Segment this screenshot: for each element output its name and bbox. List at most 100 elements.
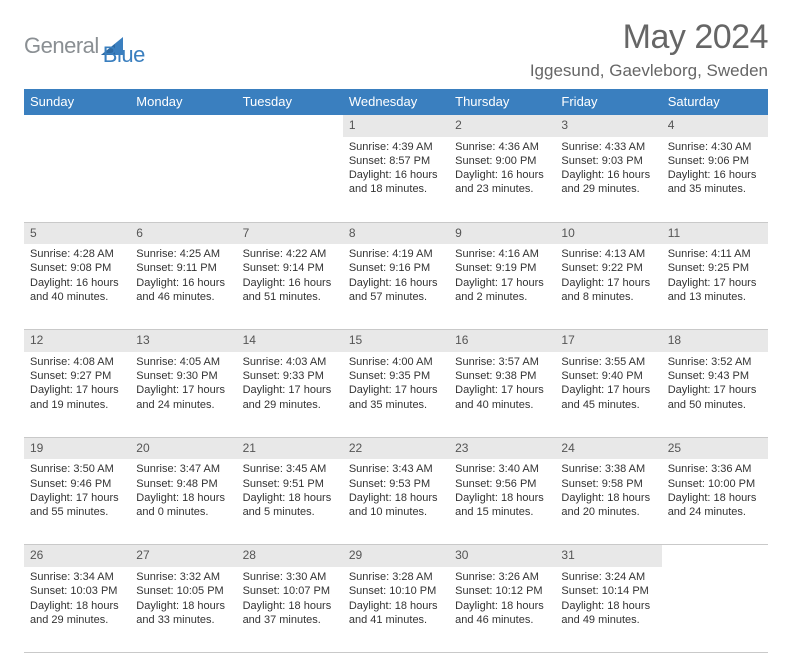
daylight-text-2: and 49 minutes.: [561, 613, 655, 627]
day-cell: [237, 137, 343, 223]
sunset-text: Sunset: 8:57 PM: [349, 154, 443, 168]
sunrise-text: Sunrise: 4:22 AM: [243, 247, 337, 261]
daylight-text-2: and 41 minutes.: [349, 613, 443, 627]
day-cell: Sunrise: 3:34 AMSunset: 10:03 PMDaylight…: [24, 567, 130, 653]
day-cell: Sunrise: 4:36 AMSunset: 9:00 PMDaylight:…: [449, 137, 555, 223]
sunset-text: Sunset: 10:03 PM: [30, 584, 124, 598]
weekday-header: Tuesday: [237, 89, 343, 115]
day-number-cell: 24: [555, 438, 661, 460]
daylight-text-2: and 35 minutes.: [349, 398, 443, 412]
daylight-text-2: and 50 minutes.: [668, 398, 762, 412]
day-cell: [24, 137, 130, 223]
sunset-text: Sunset: 9:40 PM: [561, 369, 655, 383]
day-data-row: Sunrise: 3:34 AMSunset: 10:03 PMDaylight…: [24, 567, 768, 653]
day-number-cell: 5: [24, 223, 130, 245]
sunrise-text: Sunrise: 3:24 AM: [561, 570, 655, 584]
calendar-table: Sunday Monday Tuesday Wednesday Thursday…: [24, 89, 768, 653]
day-number-cell: 29: [343, 545, 449, 567]
daylight-text-2: and 24 minutes.: [668, 505, 762, 519]
day-cell: Sunrise: 3:28 AMSunset: 10:10 PMDaylight…: [343, 567, 449, 653]
day-number-cell: 25: [662, 438, 768, 460]
daylight-text-1: Daylight: 18 hours: [349, 599, 443, 613]
sunset-text: Sunset: 10:00 PM: [668, 477, 762, 491]
daylight-text-2: and 57 minutes.: [349, 290, 443, 304]
daylight-text-1: Daylight: 18 hours: [668, 491, 762, 505]
sunset-text: Sunset: 9:33 PM: [243, 369, 337, 383]
sunset-text: Sunset: 9:35 PM: [349, 369, 443, 383]
daylight-text-1: Daylight: 16 hours: [349, 276, 443, 290]
day-number-cell: 30: [449, 545, 555, 567]
sunrise-text: Sunrise: 3:38 AM: [561, 462, 655, 476]
sunrise-text: Sunrise: 4:11 AM: [668, 247, 762, 261]
sunset-text: Sunset: 9:58 PM: [561, 477, 655, 491]
day-number-cell: 16: [449, 330, 555, 352]
day-number-cell: 18: [662, 330, 768, 352]
day-number-cell: 11: [662, 223, 768, 245]
sunrise-text: Sunrise: 4:03 AM: [243, 355, 337, 369]
day-number-cell: 23: [449, 438, 555, 460]
daylight-text-2: and 0 minutes.: [136, 505, 230, 519]
day-cell: Sunrise: 4:25 AMSunset: 9:11 PMDaylight:…: [130, 244, 236, 330]
header-row: General Blue May 2024 Iggesund, Gaevlebo…: [24, 18, 768, 81]
sunrise-text: Sunrise: 3:52 AM: [668, 355, 762, 369]
day-number-cell: 14: [237, 330, 343, 352]
sunrise-text: Sunrise: 4:30 AM: [668, 140, 762, 154]
daylight-text-1: Daylight: 16 hours: [561, 168, 655, 182]
calendar-page: General Blue May 2024 Iggesund, Gaevlebo…: [0, 0, 792, 653]
day-cell: Sunrise: 3:26 AMSunset: 10:12 PMDaylight…: [449, 567, 555, 653]
day-number-cell: 12: [24, 330, 130, 352]
day-cell: Sunrise: 3:43 AMSunset: 9:53 PMDaylight:…: [343, 459, 449, 545]
daylight-text-2: and 15 minutes.: [455, 505, 549, 519]
sunrise-text: Sunrise: 3:57 AM: [455, 355, 549, 369]
day-number-cell: 22: [343, 438, 449, 460]
day-number-row: 1234: [24, 115, 768, 137]
daylight-text-1: Daylight: 16 hours: [136, 276, 230, 290]
logo-text-1: General: [24, 33, 99, 59]
daylight-text-2: and 37 minutes.: [243, 613, 337, 627]
daylight-text-1: Daylight: 17 hours: [243, 383, 337, 397]
weekday-header: Wednesday: [343, 89, 449, 115]
daylight-text-1: Daylight: 17 hours: [136, 383, 230, 397]
day-cell: Sunrise: 3:24 AMSunset: 10:14 PMDaylight…: [555, 567, 661, 653]
daylight-text-2: and 29 minutes.: [243, 398, 337, 412]
day-data-row: Sunrise: 4:39 AMSunset: 8:57 PMDaylight:…: [24, 137, 768, 223]
sunrise-text: Sunrise: 3:26 AM: [455, 570, 549, 584]
sunrise-text: Sunrise: 3:45 AM: [243, 462, 337, 476]
day-number-cell: 15: [343, 330, 449, 352]
daylight-text-2: and 29 minutes.: [30, 613, 124, 627]
day-number-cell: [662, 545, 768, 567]
daylight-text-2: and 13 minutes.: [668, 290, 762, 304]
daylight-text-1: Daylight: 18 hours: [243, 491, 337, 505]
sunset-text: Sunset: 9:22 PM: [561, 261, 655, 275]
sunset-text: Sunset: 9:03 PM: [561, 154, 655, 168]
sunset-text: Sunset: 10:14 PM: [561, 584, 655, 598]
daylight-text-1: Daylight: 17 hours: [30, 491, 124, 505]
daylight-text-1: Daylight: 18 hours: [455, 599, 549, 613]
weekday-header: Saturday: [662, 89, 768, 115]
month-title: May 2024: [530, 18, 768, 57]
sunset-text: Sunset: 10:07 PM: [243, 584, 337, 598]
day-number-cell: 7: [237, 223, 343, 245]
daylight-text-1: Daylight: 18 hours: [561, 491, 655, 505]
daylight-text-2: and 55 minutes.: [30, 505, 124, 519]
logo: General Blue: [24, 24, 145, 68]
daylight-text-1: Daylight: 16 hours: [30, 276, 124, 290]
sunset-text: Sunset: 10:05 PM: [136, 584, 230, 598]
day-cell: Sunrise: 3:55 AMSunset: 9:40 PMDaylight:…: [555, 352, 661, 438]
day-cell: Sunrise: 3:57 AMSunset: 9:38 PMDaylight:…: [449, 352, 555, 438]
day-number-row: 567891011: [24, 223, 768, 245]
day-number-cell: 20: [130, 438, 236, 460]
daylight-text-2: and 19 minutes.: [30, 398, 124, 412]
daylight-text-1: Daylight: 17 hours: [668, 276, 762, 290]
sunset-text: Sunset: 9:14 PM: [243, 261, 337, 275]
day-cell: Sunrise: 3:38 AMSunset: 9:58 PMDaylight:…: [555, 459, 661, 545]
day-cell: Sunrise: 4:16 AMSunset: 9:19 PMDaylight:…: [449, 244, 555, 330]
day-number-cell: 27: [130, 545, 236, 567]
daylight-text-1: Daylight: 17 hours: [561, 383, 655, 397]
sunset-text: Sunset: 10:12 PM: [455, 584, 549, 598]
daylight-text-2: and 10 minutes.: [349, 505, 443, 519]
daylight-text-1: Daylight: 17 hours: [668, 383, 762, 397]
daylight-text-1: Daylight: 18 hours: [243, 599, 337, 613]
daylight-text-1: Daylight: 18 hours: [561, 599, 655, 613]
sunrise-text: Sunrise: 4:00 AM: [349, 355, 443, 369]
